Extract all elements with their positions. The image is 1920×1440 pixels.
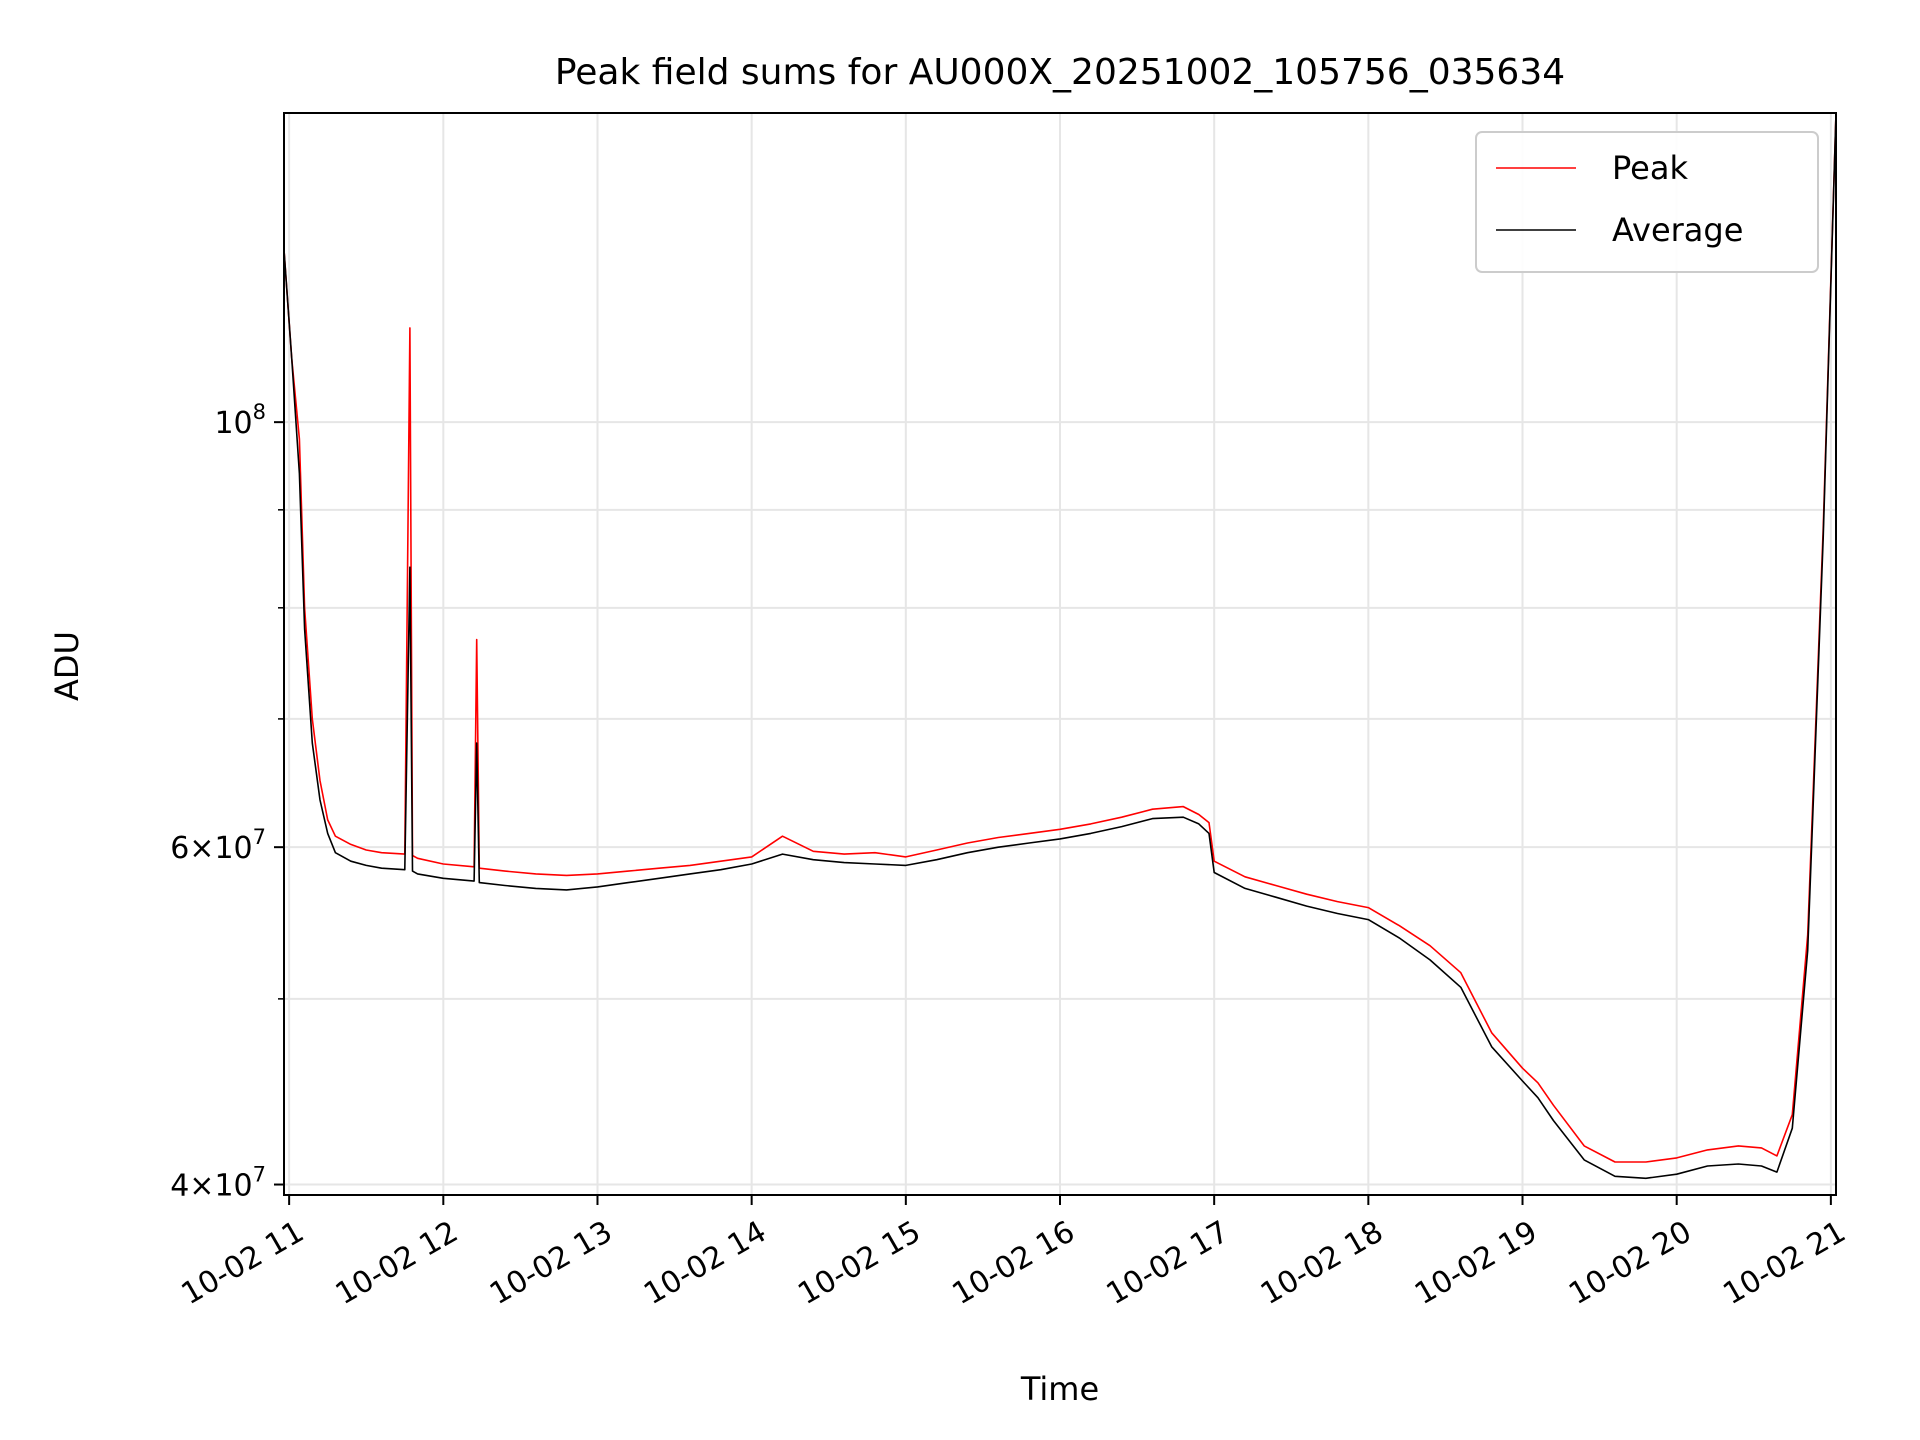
legend: Peak Average [1475,131,1819,273]
y-tick-base: 10 [214,406,252,441]
y-tick-base: 10 [214,1169,252,1204]
series-line-1 [283,112,1837,1180]
legend-label: Peak [1612,149,1688,187]
y-tick-exponent: 7 [253,825,266,849]
y-tick-times: × [189,831,214,866]
y-tick-exponent: 8 [253,400,266,424]
legend-label: Average [1612,211,1743,249]
y-tick-label: 108 [214,400,266,441]
y-tick-exponent: 7 [253,1163,266,1187]
series-layer [283,112,1837,1180]
y-tick-mantissa: 6 [170,831,189,866]
grid [284,113,1836,1195]
x-axis-label: Time [1020,1370,1099,1408]
y-tick-label: 4×107 [170,1163,266,1204]
y-tick-base: 10 [214,831,252,866]
chart-title: Peak field sums for AU000X_20251002_1057… [555,52,1565,93]
legend-box [1475,131,1819,273]
y-axis-label: ADU [48,631,86,701]
series-line-0 [283,112,1837,1163]
y-tick-mantissa: 4 [170,1169,189,1204]
y-tick-label: 6×107 [170,825,266,866]
y-tick-times: × [189,1169,214,1204]
